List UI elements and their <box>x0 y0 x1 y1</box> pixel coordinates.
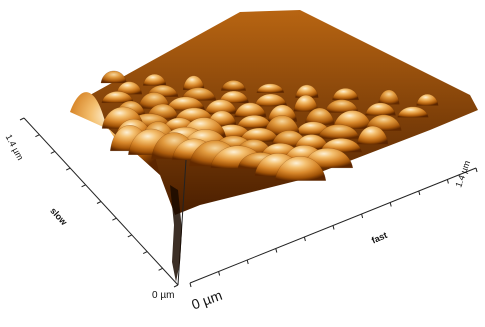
surface-dome <box>100 70 127 84</box>
surface-dome <box>274 156 327 181</box>
axis-tick <box>142 251 148 255</box>
surface-dome <box>234 102 267 118</box>
axis-tick <box>127 234 133 238</box>
surface-dome <box>116 81 143 95</box>
axis-tick <box>173 284 179 288</box>
surface-dome <box>397 106 429 118</box>
surface-dome <box>416 93 439 106</box>
axis-tick <box>35 134 40 138</box>
surface-dome <box>295 84 319 98</box>
axis-tick <box>475 167 478 173</box>
axis-tick <box>158 267 163 271</box>
axis-tick <box>418 190 421 196</box>
surface-dome <box>365 102 396 116</box>
axis-tick <box>19 117 25 121</box>
axis-tick <box>65 167 71 171</box>
surface-dome <box>356 126 389 145</box>
axis-tick <box>275 248 278 253</box>
surface-dome <box>378 89 400 105</box>
axis-tick <box>246 259 249 265</box>
surface-dome <box>332 88 359 101</box>
axis-tick <box>218 271 221 276</box>
axis-tick <box>112 217 117 221</box>
axis-tick <box>50 150 56 154</box>
axis-tick <box>332 225 335 230</box>
axis-tick <box>189 282 192 288</box>
surface-dome <box>220 80 247 91</box>
axis-tick <box>446 179 449 184</box>
axis-ticks <box>19 117 478 288</box>
axis-tick <box>96 201 102 204</box>
axis-tick <box>361 213 364 219</box>
origin-y-label: 0 µm <box>152 290 175 301</box>
axis-tick <box>303 236 306 242</box>
origin-cliff <box>170 185 182 282</box>
surface-dome <box>256 83 285 93</box>
axis-tick <box>389 202 392 207</box>
axis-tick <box>81 184 86 188</box>
